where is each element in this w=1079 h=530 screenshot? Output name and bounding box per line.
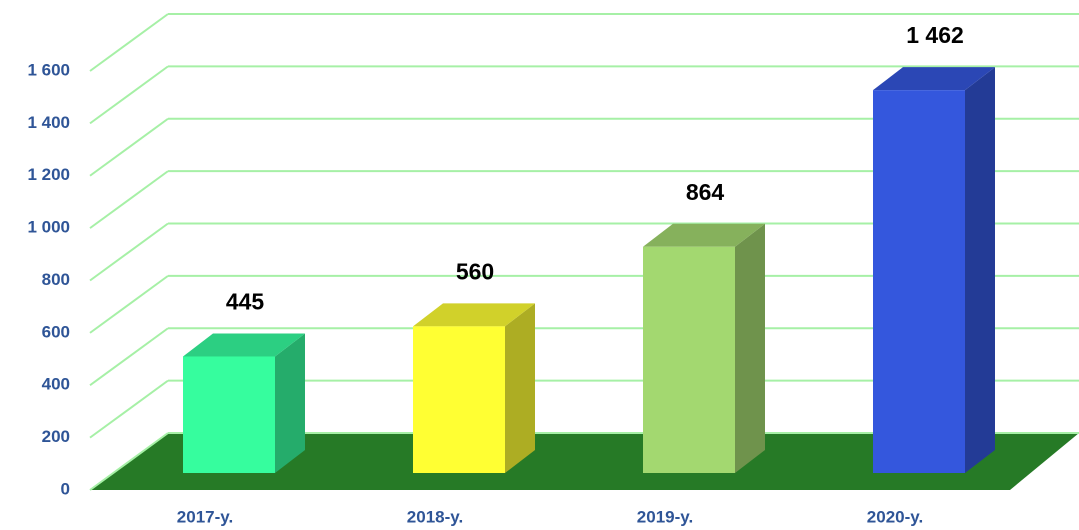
y-tick-label: 1 600 xyxy=(27,60,70,79)
value-label: 560 xyxy=(456,258,494,284)
y-tick-label: 1 200 xyxy=(27,165,70,184)
value-label: 445 xyxy=(226,289,265,315)
bar-top xyxy=(873,67,995,91)
x-tick-label: 2017-y. xyxy=(177,507,233,526)
bar-side xyxy=(275,333,305,473)
y-tick-label: 600 xyxy=(42,322,70,341)
bar xyxy=(183,356,275,473)
grid-line xyxy=(89,170,169,229)
y-tick-label: 800 xyxy=(42,270,70,289)
x-tick-label: 2020-y. xyxy=(867,507,923,526)
bar-side xyxy=(965,67,995,474)
grid-line xyxy=(89,65,169,125)
y-tick-label: 400 xyxy=(42,375,70,394)
grid-line xyxy=(89,117,169,177)
bar xyxy=(643,246,735,473)
grid-line xyxy=(89,432,169,491)
grid-line xyxy=(89,13,169,72)
bar-top xyxy=(183,333,305,357)
value-label: 864 xyxy=(686,179,725,205)
bar-side xyxy=(735,223,765,473)
bar xyxy=(413,326,505,473)
value-label: 1 462 xyxy=(906,22,964,48)
y-tick-label: 1 000 xyxy=(27,218,70,237)
bar xyxy=(873,90,965,474)
y-tick-label: 200 xyxy=(42,427,70,446)
bar-top xyxy=(413,303,535,327)
grid-line xyxy=(89,379,169,439)
grid-line xyxy=(89,275,169,334)
x-tick-label: 2019-y. xyxy=(637,507,693,526)
bar-top xyxy=(643,223,765,247)
floor xyxy=(90,433,1079,490)
grid-line xyxy=(89,222,169,282)
x-tick-label: 2018-y. xyxy=(407,507,463,526)
y-tick-label: 0 xyxy=(61,479,70,498)
y-tick-label: 1 400 xyxy=(27,113,70,132)
grid-line xyxy=(89,327,169,387)
bar-side xyxy=(505,303,535,473)
